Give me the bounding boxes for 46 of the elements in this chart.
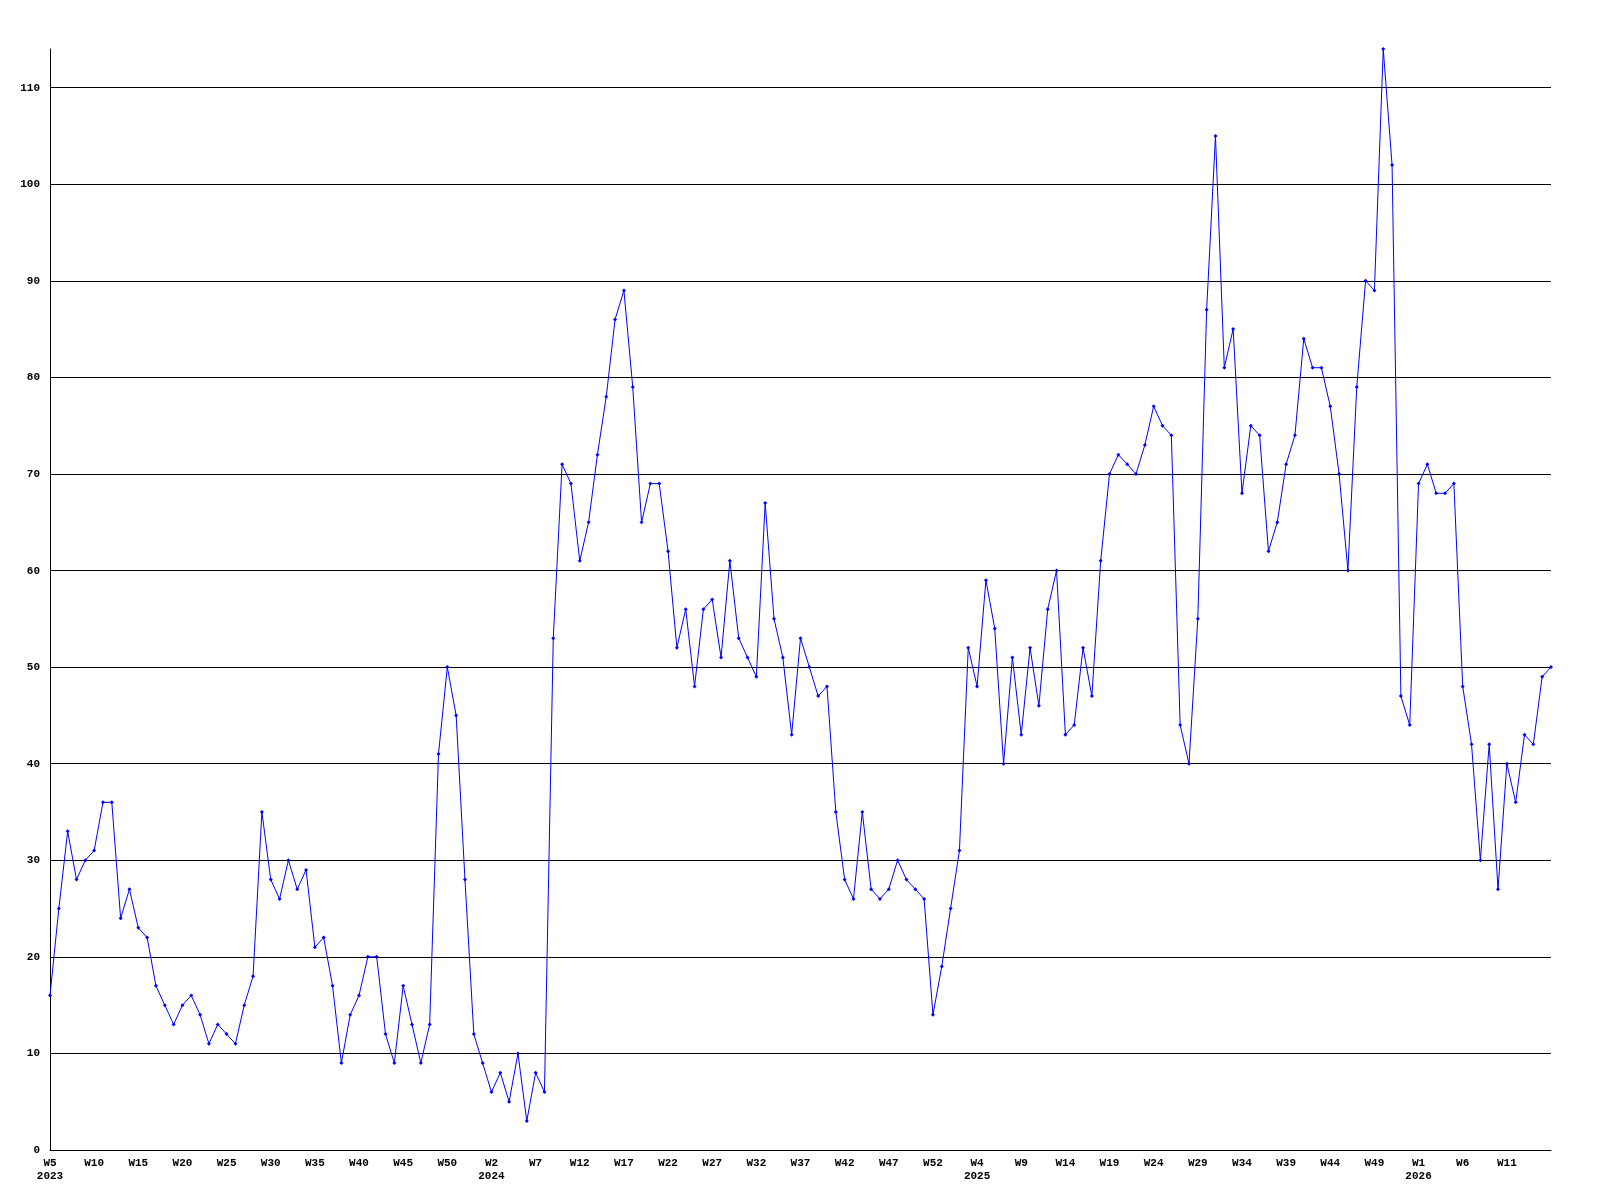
- x-tick-label: W29: [1187, 1156, 1208, 1169]
- x-tick-label: W37: [790, 1156, 811, 1169]
- y-tick-label: 90: [26, 274, 40, 287]
- y-tick-label: 50: [26, 661, 40, 674]
- x-tick-label: W20: [172, 1156, 193, 1169]
- x-tick-label: W27: [702, 1156, 723, 1169]
- x-tick-label: W30: [260, 1156, 281, 1169]
- x-tick-label: W17: [614, 1156, 634, 1169]
- x-tick-label: W22: [658, 1156, 678, 1169]
- x-tick-label: W2 2024: [478, 1156, 506, 1182]
- y-tick-label: 70: [26, 467, 40, 480]
- x-tick-label: W15: [128, 1156, 149, 1169]
- x-tick-label: W6: [1456, 1156, 1470, 1169]
- x-tick-label: W12: [569, 1156, 590, 1169]
- y-tick-label: 40: [26, 757, 40, 770]
- x-tick-label: W4 2025: [963, 1156, 991, 1182]
- y-tick-label: 110: [20, 81, 40, 94]
- y-tick-label: 20: [26, 950, 40, 963]
- x-tick-label: W24: [1143, 1156, 1164, 1169]
- x-tick-label: W42: [834, 1156, 855, 1169]
- x-tick-label: W40: [349, 1156, 369, 1169]
- x-tick-label: W35: [304, 1156, 326, 1169]
- x-tick-label: W49: [1364, 1156, 1385, 1169]
- x-tick-label: W14: [1055, 1156, 1076, 1169]
- x-tick-label: W34: [1232, 1156, 1253, 1169]
- x-tick-label: W1 2026: [1405, 1156, 1432, 1182]
- x-tick-label: W47: [878, 1156, 899, 1169]
- x-tick-label: W50: [437, 1156, 458, 1169]
- y-tick-label: 60: [26, 564, 40, 577]
- x-tick-label: W9: [1014, 1156, 1028, 1169]
- y-tick-label: 100: [20, 178, 40, 191]
- x-tick-label: W32: [746, 1156, 767, 1169]
- x-tick-label: W5 2023: [36, 1156, 64, 1182]
- y-tick-label: 80: [26, 371, 40, 384]
- y-tick-label: 30: [26, 854, 40, 867]
- x-tick-label: W39: [1276, 1156, 1297, 1169]
- x-tick-label: W10: [84, 1156, 105, 1169]
- x-tick-label: W45: [393, 1156, 414, 1169]
- y-tick-label: 0: [33, 1144, 40, 1156]
- x-tick-label: W52: [923, 1156, 943, 1169]
- x-tick-label: W44: [1320, 1156, 1341, 1169]
- x-tick-label: W25: [216, 1156, 237, 1169]
- y-tick-label: 10: [26, 1047, 40, 1060]
- x-tick-label: W19: [1099, 1156, 1120, 1169]
- x-tick-label: W11: [1496, 1156, 1518, 1169]
- x-tick-label: W7: [529, 1156, 543, 1169]
